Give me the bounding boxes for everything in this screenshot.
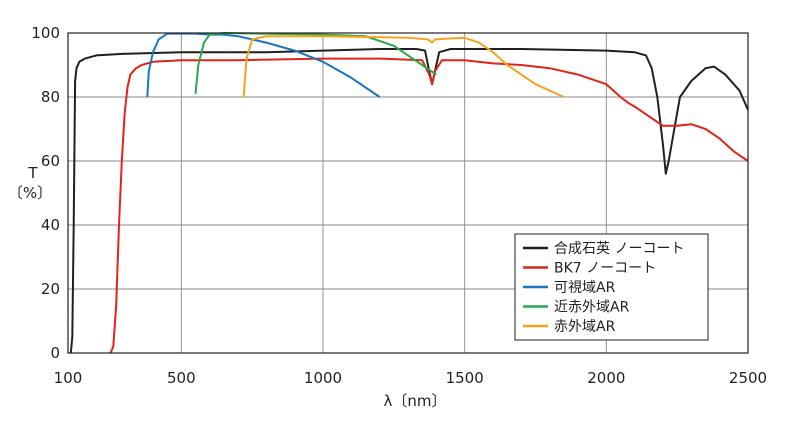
x-tick-label: 1000 — [304, 369, 342, 387]
series-line-5 — [242, 35, 565, 98]
y-axis-label: T — [27, 164, 38, 182]
y-axis-unit: 〔%〕 — [8, 184, 52, 202]
x-tick-label: 1500 — [446, 369, 484, 387]
series-line-3 — [146, 32, 381, 98]
plot-frame — [67, 32, 749, 354]
series-line-2 — [109, 57, 749, 354]
series-line-1 — [69, 48, 749, 354]
x-tick-label: 100 — [54, 369, 83, 387]
legend-label-2: BK7 ノーコート — [554, 261, 656, 277]
x-tick-label: 2500 — [729, 369, 767, 387]
tick-labels: 0 20 40 60 80 100 100 500 1000 1500 2000 2500 — [31, 24, 767, 387]
y-tick-label: 60 — [41, 152, 60, 170]
y-tick-label: 100 — [31, 24, 60, 42]
y-tick-label: 40 — [41, 216, 60, 234]
x-tick-label: 500 — [167, 369, 196, 387]
legend-label-3: 可視域AR — [554, 280, 616, 296]
legend-label-5: 赤外域AR — [554, 319, 616, 335]
series-layer — [69, 32, 749, 354]
series-line-4 — [194, 32, 437, 94]
legend-label-4: 近赤外域AR — [554, 300, 630, 316]
y-tick-label: 0 — [50, 344, 60, 362]
y-tick-label: 20 — [41, 280, 60, 298]
x-axis-label: λ〔nm〕 — [384, 392, 447, 410]
legend-label-1: 合成石英 ノーコート — [554, 240, 684, 257]
x-tick-label: 2000 — [587, 369, 625, 387]
y-tick-label: 80 — [41, 88, 60, 106]
